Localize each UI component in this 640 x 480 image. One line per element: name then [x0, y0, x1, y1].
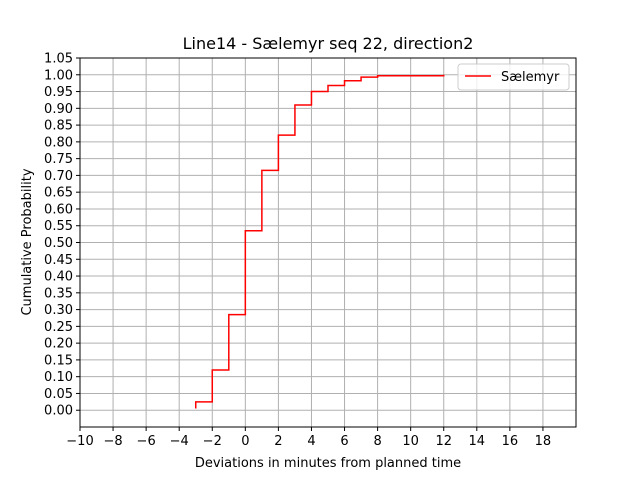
y-tick-label: 0.90	[44, 102, 73, 117]
x-tick-label: 4	[307, 434, 315, 449]
x-tick-label: 16	[502, 434, 519, 449]
y-tick-label: 0.70	[44, 169, 73, 184]
x-tick-label: −6	[137, 434, 156, 449]
x-tick-label: 2	[274, 434, 282, 449]
y-tick-label: 1.00	[44, 68, 73, 83]
legend-label: Sælemyr	[501, 70, 560, 85]
grid	[79, 57, 576, 427]
y-tick-label: 0.80	[44, 135, 73, 150]
x-axis-ticks: −10 −8 −6 −4 −2 0 2 4 6 8 10 12 14 16 18	[66, 427, 551, 449]
x-tick-label: 8	[373, 434, 381, 449]
y-tick-label: 0.05	[44, 387, 73, 402]
y-tick-label: 0.65	[44, 186, 73, 201]
x-tick-label: 18	[535, 434, 552, 449]
y-tick-label: 0.45	[44, 253, 73, 268]
chart-title: Line14 - Sælemyr seq 22, direction2	[183, 34, 474, 53]
series-layer	[194, 74, 445, 409]
y-tick-label: 0.25	[44, 320, 73, 335]
y-tick-label: 0.75	[44, 152, 73, 167]
legend: Sælemyr	[457, 63, 570, 91]
y-tick-label: 0.15	[44, 353, 73, 368]
x-tick-label: 12	[435, 434, 452, 449]
series-step-line	[194, 74, 445, 409]
y-tick-label: 0.30	[44, 303, 73, 318]
y-axis-ticks: 0.00 0.05 0.10 0.150.20 0.25 0.30 0.350.40 0.45…	[44, 52, 80, 419]
y-tick-label: 0.60	[44, 202, 73, 217]
x-tick-label: −4	[170, 434, 189, 449]
y-tick-label: 0.95	[44, 85, 73, 100]
x-axis-label: Deviations in minutes from planned time	[195, 456, 461, 471]
y-tick-label: 0.40	[44, 270, 73, 285]
y-tick-label: 0.85	[44, 119, 73, 134]
y-tick-label: 0.00	[44, 404, 73, 419]
x-tick-label: 0	[241, 434, 249, 449]
x-tick-label: −8	[103, 434, 122, 449]
y-tick-label: 0.20	[44, 337, 73, 352]
x-tick-label: 14	[469, 434, 486, 449]
x-tick-label: 6	[340, 434, 348, 449]
y-tick-label: 0.35	[44, 286, 73, 301]
y-tick-label: 0.10	[44, 370, 73, 385]
x-tick-label: −10	[66, 434, 93, 449]
y-tick-label: 0.55	[44, 219, 73, 234]
y-tick-label: 1.05	[44, 52, 73, 67]
y-axis-label: Cumulative Probability	[20, 168, 35, 315]
x-tick-label: −2	[203, 434, 222, 449]
legend-box	[457, 63, 570, 91]
x-tick-label: 10	[402, 434, 419, 449]
y-tick-label: 0.50	[44, 236, 73, 251]
